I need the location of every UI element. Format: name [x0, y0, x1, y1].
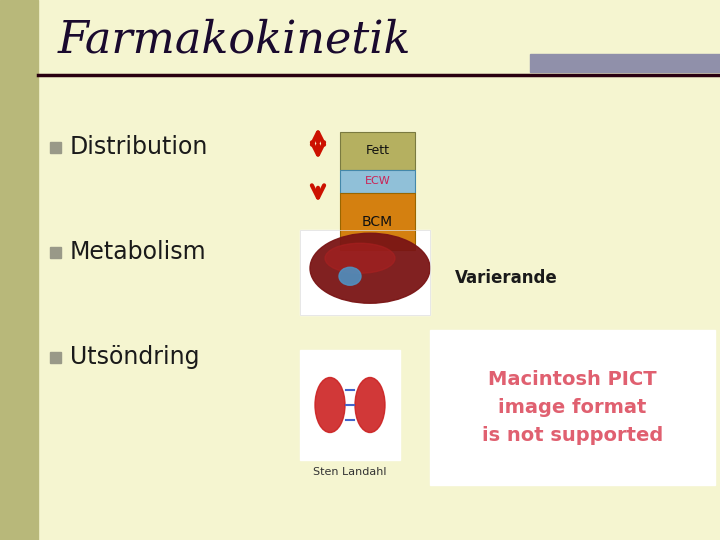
Bar [300, 230, 430, 315]
Bar [50, 352, 61, 363]
Text: ECW: ECW [364, 177, 390, 186]
Bar [50, 142, 61, 153]
Bar [300, 350, 400, 460]
Text: Macintosh PICT
image format
is not supported: Macintosh PICT image format is not suppo… [482, 370, 663, 445]
Bar [340, 193, 415, 250]
Text: Distribution: Distribution [70, 135, 208, 159]
Text: Sten Landahl: Sten Landahl [313, 467, 387, 477]
Ellipse shape [355, 377, 385, 433]
Text: Varierande: Varierande [455, 269, 558, 287]
Bar [430, 330, 715, 485]
Text: Utsöndring: Utsöndring [70, 345, 199, 369]
Text: Farmakokinetik: Farmakokinetik [58, 18, 412, 62]
Text: Fett: Fett [366, 145, 390, 158]
Bar [340, 170, 415, 193]
Ellipse shape [315, 377, 345, 433]
Text: Metabolism: Metabolism [70, 240, 207, 264]
Bar [0, 0, 38, 540]
Bar [300, 230, 430, 315]
Bar [340, 132, 415, 170]
Bar [530, 54, 720, 72]
Ellipse shape [339, 267, 361, 285]
Bar [50, 247, 61, 258]
Ellipse shape [325, 243, 395, 273]
Ellipse shape [310, 233, 430, 303]
Text: BCM: BCM [362, 214, 393, 228]
